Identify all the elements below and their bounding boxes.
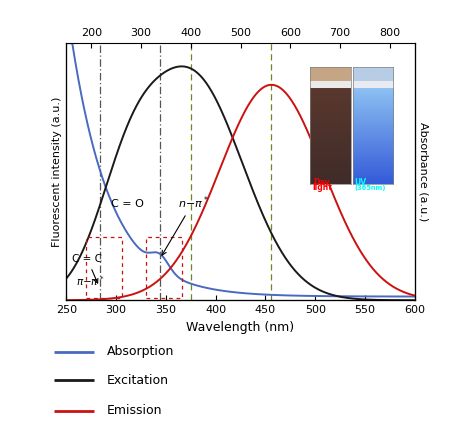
Y-axis label: Fluorescent intensity (a.u.): Fluorescent intensity (a.u.): [52, 96, 62, 247]
Text: UV: UV: [355, 178, 367, 187]
Bar: [86, 237, 122, 298]
Text: C = C: C = C: [73, 254, 102, 283]
Text: light: light: [313, 183, 333, 192]
Text: Absorption: Absorption: [106, 345, 174, 358]
Text: (365nm): (365nm): [355, 185, 386, 191]
Text: Day: Day: [313, 178, 329, 187]
Text: $n$$-$$\pi^*$: $n$$-$$\pi^*$: [162, 194, 209, 255]
Text: Excitation: Excitation: [106, 374, 168, 387]
Text: Emission: Emission: [106, 404, 162, 417]
Bar: [146, 237, 182, 298]
Y-axis label: Absorbance (a.u.): Absorbance (a.u.): [419, 122, 428, 221]
Text: C = O: C = O: [111, 199, 144, 209]
Text: $\pi$$-$$\pi^*$: $\pi$$-$$\pi^*$: [76, 274, 105, 288]
X-axis label: Wavelength (nm): Wavelength (nm): [186, 321, 295, 334]
